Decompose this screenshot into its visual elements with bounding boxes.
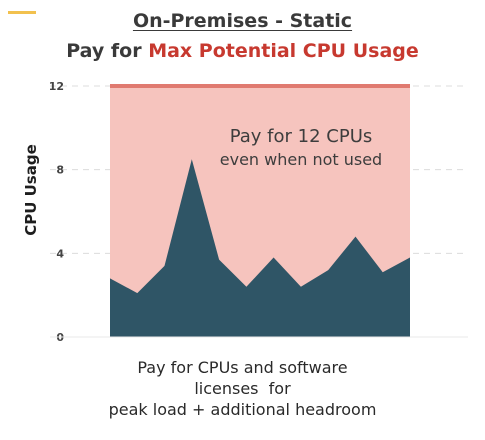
- caption-line-2: licenses for: [194, 379, 291, 398]
- y-tick-label: 4: [56, 247, 64, 260]
- annotation-line-2: even when not used: [220, 150, 382, 169]
- subtitle-highlight: Max Potential CPU Usage: [148, 40, 419, 62]
- caption-line-3: peak load + additional headroom: [108, 400, 377, 419]
- y-tick-label: 12: [49, 80, 64, 93]
- chart-subtitle: Pay for Max Potential CPU Usage: [0, 40, 485, 62]
- accent-bar: [8, 11, 36, 14]
- usage-area: [110, 159, 410, 337]
- chart-title: On-Premises - Static: [132, 10, 353, 32]
- y-tick-label: 8: [56, 164, 64, 177]
- caption-line-1: Pay for CPUs and software: [137, 358, 348, 377]
- chart-caption: Pay for CPUs and software licenses for p…: [0, 357, 485, 420]
- max-capacity-line: [110, 84, 410, 88]
- subtitle-prefix: Pay for: [66, 40, 149, 62]
- annotation-line-1: Pay for 12 CPUs: [230, 126, 373, 147]
